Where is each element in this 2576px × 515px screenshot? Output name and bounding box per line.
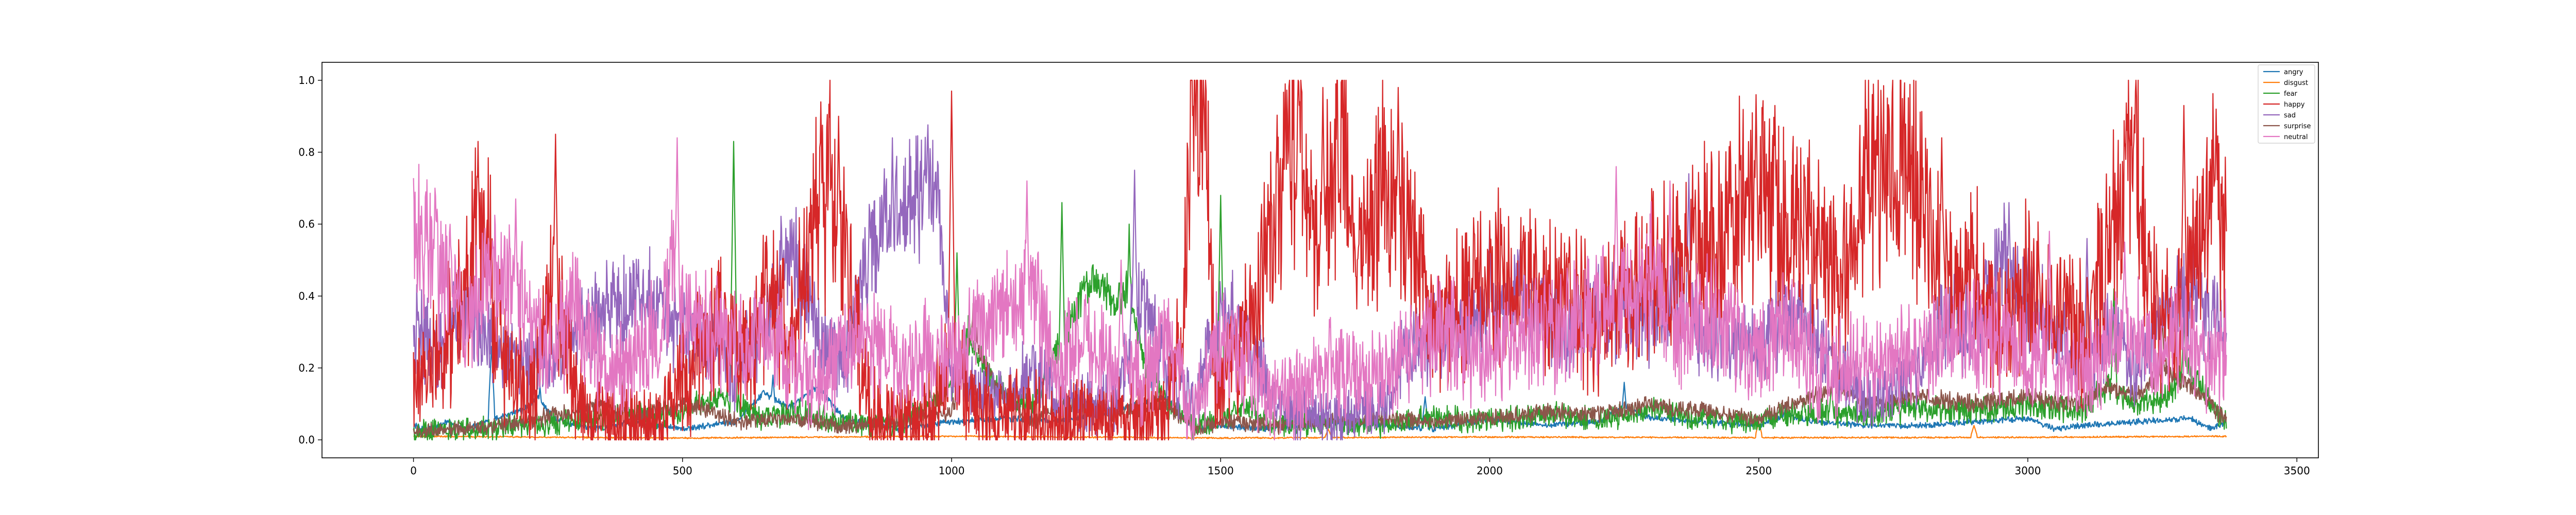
- legend-label-surprise: surprise: [2284, 123, 2311, 130]
- y-tick-label: 0.8: [298, 146, 315, 159]
- legend-label-sad: sad: [2284, 112, 2296, 119]
- x-tick-label: 1500: [1208, 465, 1234, 477]
- x-tick-label: 3000: [2015, 465, 2041, 477]
- y-tick-label: 0.4: [298, 290, 315, 302]
- y-tick-label: 0.6: [298, 218, 315, 230]
- x-tick-label: 2000: [1477, 465, 1503, 477]
- plot-frame: [321, 62, 2319, 458]
- series-line-disgust: [413, 421, 2227, 440]
- y-tick-label: 1.0: [298, 74, 315, 87]
- series-line-neutral: [413, 137, 2227, 441]
- series-layer: [413, 79, 2227, 441]
- legend-label-angry: angry: [2284, 68, 2303, 76]
- y-tick-label: 0.2: [298, 362, 315, 374]
- legend-box: [2258, 64, 2315, 144]
- legend-label-neutral: neutral: [2284, 133, 2308, 141]
- y-axis: 0.0 0.2 0.4 0.6 0.8 1.0: [298, 74, 322, 446]
- x-tick-label: 1000: [939, 465, 965, 477]
- x-axis: 0 500 1000 1500 2000 2500 3000 3500: [410, 458, 2310, 477]
- x-tick-label: 2500: [1745, 465, 1772, 477]
- legend-label-disgust: disgust: [2284, 79, 2308, 87]
- series-line-fear: [413, 141, 2227, 441]
- legend-label-happy: happy: [2284, 101, 2305, 109]
- x-tick-label: 0: [410, 465, 417, 477]
- legend-label-fear: fear: [2284, 90, 2298, 98]
- x-tick-label: 3500: [2284, 465, 2310, 477]
- x-tick-label: 500: [673, 465, 692, 477]
- y-tick-label: 0.0: [298, 434, 315, 446]
- legend: angry disgust fear happy sad surprise neutral: [2258, 64, 2315, 144]
